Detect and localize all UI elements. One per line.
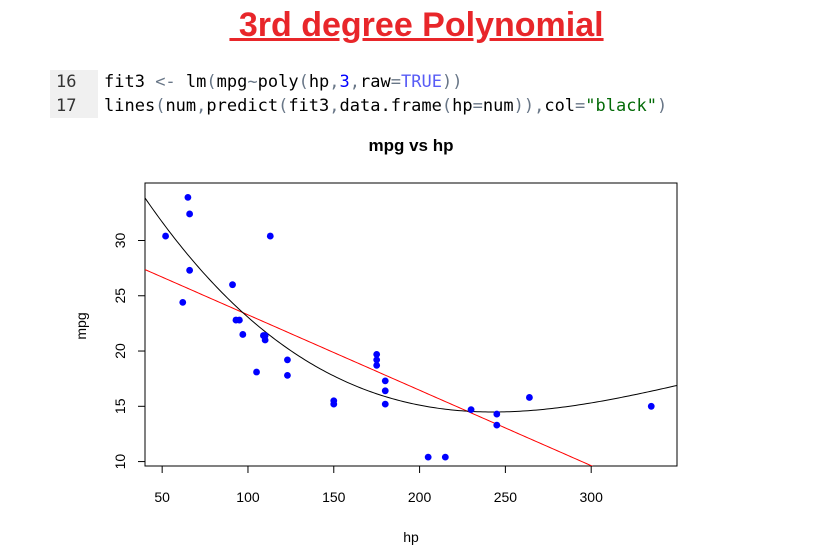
line-number: 16 xyxy=(50,70,98,94)
y-tick-label: 10 xyxy=(112,454,128,470)
plot-frame xyxy=(144,182,678,467)
data-point xyxy=(239,331,247,338)
code-block: 16 fit3 <- lm(mpg~poly(hp,3,raw=TRUE)) 1… xyxy=(50,70,667,118)
code-text: fit3 <- lm(mpg~poly(hp,3,raw=TRUE)) xyxy=(104,72,463,92)
y-tick-label: 20 xyxy=(112,343,128,359)
data-point xyxy=(266,232,274,240)
data-point xyxy=(162,232,169,240)
data-point xyxy=(373,350,381,358)
data-point xyxy=(493,421,501,429)
line-number: 17 xyxy=(50,94,98,118)
data-point xyxy=(441,453,449,461)
data-point xyxy=(284,371,291,379)
y-tick-label: 25 xyxy=(112,288,128,304)
data-point xyxy=(284,356,291,364)
code-text: lines(num,predict(fit3,data.frame(hp=num… xyxy=(104,96,668,116)
data-point xyxy=(179,298,187,306)
x-tick-label: 150 xyxy=(322,489,346,505)
x-axis: 50 100 150 200 250 300 xyxy=(154,465,604,505)
data-point xyxy=(467,406,475,414)
data-point xyxy=(186,266,194,274)
data-point xyxy=(647,402,655,410)
code-line: 17 lines(num,predict(fit3,data.frame(hp=… xyxy=(50,94,667,118)
data-point xyxy=(424,453,432,461)
data-point xyxy=(493,410,501,418)
slide-title: 3rd degree Polynomial xyxy=(229,6,604,44)
y-axis: 10 15 20 25 30 xyxy=(112,232,146,470)
data-point xyxy=(261,332,269,339)
chart-title: mpg vs hp xyxy=(368,136,453,155)
cubic-fit-line xyxy=(145,197,677,413)
data-point xyxy=(186,210,194,218)
data-point xyxy=(373,356,381,364)
x-tick-label: 100 xyxy=(236,489,260,505)
data-point xyxy=(330,400,338,408)
data-point xyxy=(235,316,243,324)
x-tick-label: 50 xyxy=(154,489,170,505)
linear-fit-line xyxy=(145,269,594,466)
y-axis-label: mpg xyxy=(73,312,89,339)
x-tick-label: 200 xyxy=(408,489,432,505)
data-point xyxy=(253,368,260,376)
data-point xyxy=(526,394,533,401)
data-point xyxy=(184,193,192,201)
x-tick-label: 250 xyxy=(494,489,518,505)
data-point xyxy=(381,387,389,395)
x-axis-label: hp xyxy=(403,529,419,545)
fit-lines xyxy=(145,197,677,466)
y-tick-label: 30 xyxy=(112,232,128,248)
x-tick-label: 300 xyxy=(580,489,604,505)
data-point xyxy=(381,377,389,385)
data-point xyxy=(229,281,236,289)
data-point xyxy=(373,362,381,369)
code-line: 16 fit3 <- lm(mpg~poly(hp,3,raw=TRUE)) xyxy=(50,70,667,94)
y-tick-label: 15 xyxy=(112,398,128,414)
data-point xyxy=(381,400,389,408)
points-layer xyxy=(162,193,655,461)
